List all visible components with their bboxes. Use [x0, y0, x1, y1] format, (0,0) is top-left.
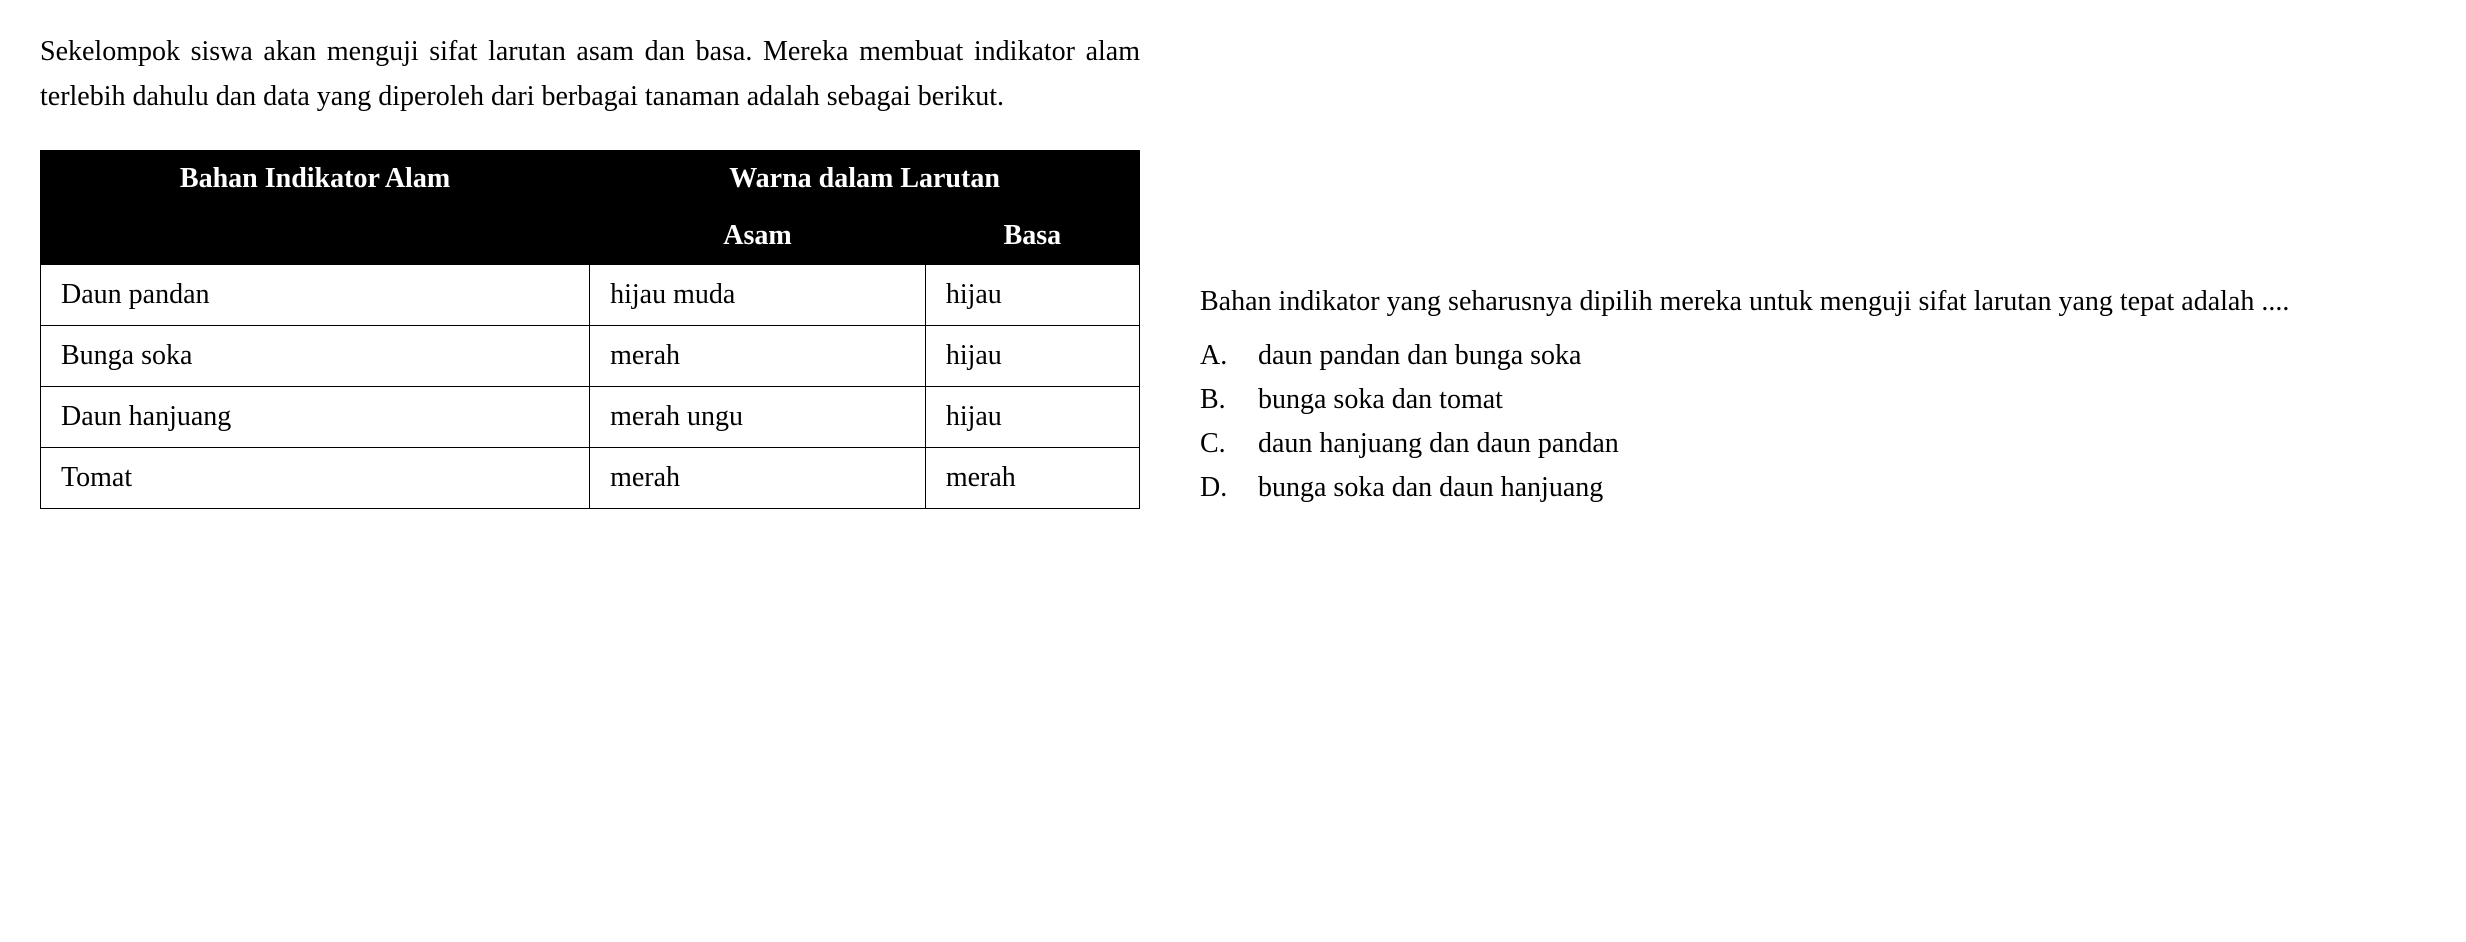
option-letter: D. [1200, 472, 1240, 504]
cell-basa: hijau [925, 325, 1139, 386]
question-text: Bahan indikator yang seharusnya dipilih … [1200, 280, 2426, 325]
intro-paragraph: Sekelompok siswa akan menguji sifat laru… [40, 30, 1140, 120]
cell-bahan: Tomat [41, 447, 590, 508]
table-header-bahan: Bahan Indikator Alam [41, 150, 590, 264]
option-text: bunga soka dan tomat [1258, 384, 2426, 416]
cell-basa: hijau [925, 386, 1139, 447]
option-letter: A. [1200, 340, 1240, 372]
cell-asam: merah [590, 325, 926, 386]
cell-basa: merah [925, 447, 1139, 508]
indicator-table: Bahan Indikator Alam Warna dalam Larutan… [40, 150, 1140, 509]
option-text: bunga soka dan daun hanjuang [1258, 472, 2426, 504]
option-letter: C. [1200, 428, 1240, 460]
right-column: Bahan indikator yang seharusnya dipilih … [1200, 30, 2426, 509]
cell-bahan: Daun pandan [41, 264, 590, 325]
option-text: daun hanjuang dan daun pandan [1258, 428, 2426, 460]
table-row: Daun hanjuang merah ungu hijau [41, 386, 1140, 447]
table-header-asam: Asam [590, 207, 926, 264]
table-header-basa: Basa [925, 207, 1139, 264]
cell-asam: merah ungu [590, 386, 926, 447]
options-list: A. daun pandan dan bunga soka B. bunga s… [1200, 340, 2426, 504]
cell-bahan: Daun hanjuang [41, 386, 590, 447]
option-a: A. daun pandan dan bunga soka [1200, 340, 2426, 372]
cell-asam: merah [590, 447, 926, 508]
option-d: D. bunga soka dan daun hanjuang [1200, 472, 2426, 504]
table-row: Tomat merah merah [41, 447, 1140, 508]
option-b: B. bunga soka dan tomat [1200, 384, 2426, 416]
table-row: Daun pandan hijau muda hijau [41, 264, 1140, 325]
table-header-warna: Warna dalam Larutan [590, 150, 1140, 207]
table-row: Bunga soka merah hijau [41, 325, 1140, 386]
option-c: C. daun hanjuang dan daun pandan [1200, 428, 2426, 460]
cell-basa: hijau [925, 264, 1139, 325]
page-container: Sekelompok siswa akan menguji sifat laru… [40, 30, 2426, 509]
option-text: daun pandan dan bunga soka [1258, 340, 2426, 372]
cell-bahan: Bunga soka [41, 325, 590, 386]
cell-asam: hijau muda [590, 264, 926, 325]
left-column: Sekelompok siswa akan menguji sifat laru… [40, 30, 1140, 509]
option-letter: B. [1200, 384, 1240, 416]
